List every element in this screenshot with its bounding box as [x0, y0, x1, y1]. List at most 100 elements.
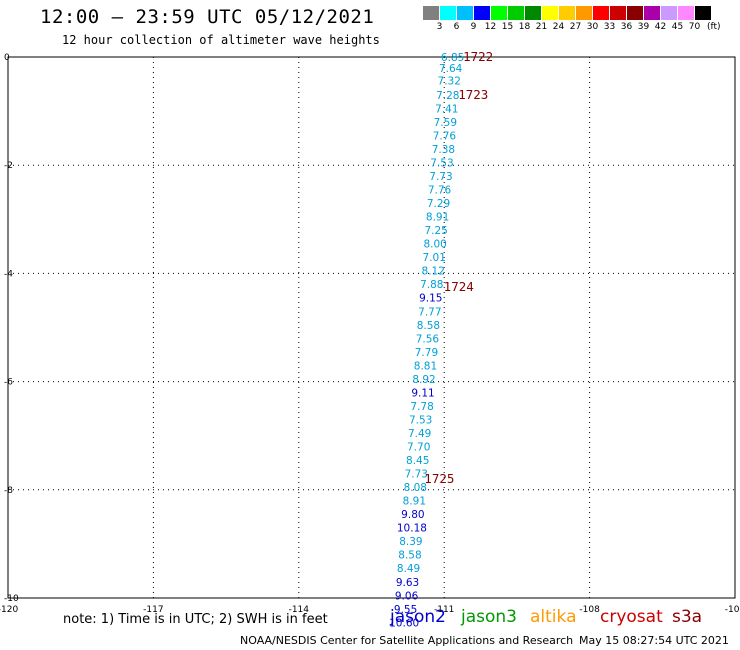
pass-label: 1722: [463, 49, 493, 64]
legend-altika: altika: [530, 607, 577, 627]
wave-height-label: 8.58: [398, 550, 421, 562]
colorbar-swatch: [576, 6, 593, 20]
legend-s3a: s3a: [672, 607, 703, 627]
colorbar-swatch: [474, 6, 491, 20]
x-tick-label: -114: [289, 605, 310, 615]
wave-height-label: 10.18: [397, 523, 427, 535]
wave-height-label: 8.49: [397, 563, 420, 575]
y-tick-label: -10: [4, 594, 19, 604]
wave-height-label: 7.88: [420, 279, 443, 291]
colorbar-label: 70: [688, 22, 701, 32]
generated-timestamp: May 15 08:27:54 UTC 2021: [579, 634, 729, 647]
colorbar-label: 39: [637, 22, 650, 32]
wave-height-label: 7.77: [418, 306, 441, 318]
colorbar-swatch: [491, 6, 508, 20]
map-title: 12:00 – 23:59 UTC 05/12/2021: [40, 6, 375, 28]
wave-height-label: 7.78: [410, 401, 433, 413]
pass-label: 1725: [424, 471, 454, 486]
x-tick-label: -120: [0, 605, 18, 615]
pass-label: 1724: [444, 279, 474, 294]
colorbar-label: 42: [654, 22, 667, 32]
wave-height-label: 7.53: [409, 414, 432, 426]
map-frame: [7, 56, 736, 599]
colorbar-label: 33: [603, 22, 616, 32]
wave-height-label: 8.91: [426, 212, 449, 224]
wave-height-label: 8.08: [404, 482, 427, 494]
legend-cryosat: cryosat: [600, 607, 663, 627]
colorbar-labels: 3 6 9 12 15 18 21 24 27 30 33 36 39 42 45 70: [423, 22, 740, 34]
y-tick-label: -4: [4, 269, 13, 279]
colorbar-swatch: [661, 6, 678, 20]
wave-height-label: 9.63: [396, 577, 419, 589]
colorbar-label: 30: [586, 22, 599, 32]
colorbar-swatch: [440, 6, 457, 20]
wave-height-label: 8.12: [422, 266, 445, 278]
wave-height-label: 7.56: [416, 333, 440, 345]
colorbar-swatch: [644, 6, 661, 20]
y-tick-label: -8: [4, 486, 13, 496]
x-tick-label: -111: [434, 605, 454, 615]
colorbar-swatch: [559, 6, 576, 20]
colorbar-label: 36: [620, 22, 633, 32]
colorbar-swatch: [678, 6, 695, 20]
wave-height-label: 8.81: [414, 360, 437, 372]
wave-height-label: 10.60: [389, 617, 419, 629]
colorbar-swatch: [457, 6, 474, 20]
wave-height-label: 7.59: [434, 117, 457, 129]
colorbar-swatch: [525, 6, 542, 20]
footnote: note: 1) Time is in UTC; 2) SWH is in fe…: [63, 612, 328, 627]
colorbar-swatch: [695, 6, 712, 20]
colorbar-swatch: [627, 6, 644, 20]
wave-height-label: 7.41: [435, 103, 458, 115]
wave-height-label: 7.76: [433, 130, 457, 142]
wave-height-label: 7.70: [407, 442, 430, 454]
wave-height-label: 7.32: [438, 75, 461, 87]
wave-height-label: 7.53: [430, 157, 453, 169]
colorbar-label: 6: [453, 22, 460, 32]
wave-height-label: 7.28: [436, 90, 459, 102]
wave-height-label: 7.64: [439, 63, 463, 75]
legend-jason3: jason3: [461, 607, 517, 627]
wave-height-label: 7.01: [423, 252, 446, 264]
x-tick-label: -117: [143, 605, 163, 615]
wave-height-label: 6.85: [441, 52, 464, 64]
colorbar-swatch: [593, 6, 610, 20]
colorbar-unit: (ft): [707, 22, 721, 32]
wave-height-label: 7.38: [432, 144, 455, 156]
colorbar-label: 27: [569, 22, 582, 32]
colorbar-label: 24: [552, 22, 565, 32]
colorbar-label: 9: [470, 22, 477, 32]
wave-height-label: 8.00: [423, 239, 446, 251]
wave-height-label: 8.92: [412, 374, 435, 386]
wave-height-label: 7.25: [424, 225, 447, 237]
x-tick-label: -108: [579, 605, 600, 615]
x-tick-label: -105: [725, 605, 740, 615]
wave-height-label: 9.11: [411, 387, 434, 399]
credit-line: NOAA/NESDIS Center for Satellite Applica…: [240, 634, 574, 647]
pass-label: 1723: [458, 87, 488, 102]
wave-height-label: 9.15: [419, 293, 442, 305]
wave-height-colorbar: [423, 6, 712, 20]
y-tick-label: -2: [4, 161, 13, 171]
wave-height-label: 7.73: [429, 171, 452, 183]
colorbar-swatch: [610, 6, 627, 20]
y-tick-label: 0: [4, 53, 10, 63]
wave-height-label: 7.79: [415, 347, 438, 359]
colorbar-label: 45: [671, 22, 684, 32]
colorbar-label: 12: [484, 22, 497, 32]
wave-height-label: 8.58: [417, 320, 440, 332]
wave-height-label: 7.49: [408, 428, 431, 440]
colorbar-swatch: [423, 6, 440, 20]
colorbar-label: 21: [535, 22, 548, 32]
colorbar-label: 15: [501, 22, 514, 32]
wave-height-label: 9.55: [394, 604, 417, 616]
map-subtitle: 12 hour collection of altimeter wave hei…: [62, 33, 380, 47]
wave-height-label: 8.91: [403, 496, 426, 508]
wave-height-label: 8.45: [406, 455, 429, 467]
wave-height-label: 7.29: [427, 198, 450, 210]
wave-height-label: 7.73: [405, 469, 428, 481]
colorbar-label: 18: [518, 22, 531, 32]
wave-height-label: 7.76: [428, 185, 452, 197]
wave-height-label: 9.80: [401, 509, 424, 521]
